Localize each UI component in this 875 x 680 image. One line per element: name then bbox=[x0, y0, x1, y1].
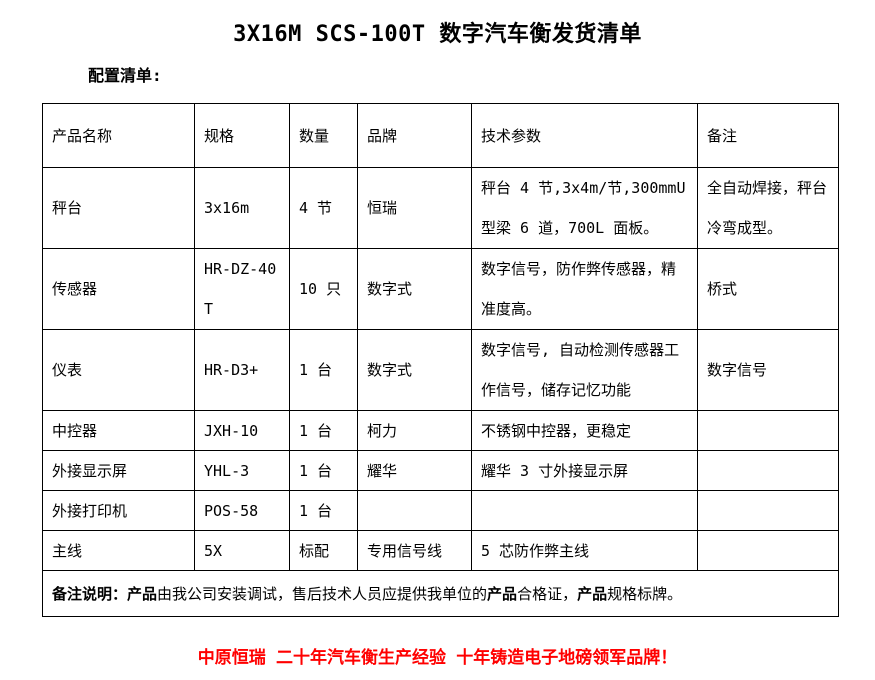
shipping-list-table: 产品名称 规格 数量 品牌 技术参数 备注 秤台 3x16m 4 节 恒瑞 秤台… bbox=[42, 103, 839, 617]
cell-product-name: 外接显示屏 bbox=[42, 450, 195, 491]
cell-spec: HR-D3+ bbox=[194, 329, 290, 411]
cell-tech-params: 5 芯防作弊主线 bbox=[471, 530, 698, 571]
cell-product-name: 秤台 bbox=[42, 167, 195, 249]
header-quantity: 数量 bbox=[289, 103, 358, 168]
cell-quantity: 10 只 bbox=[289, 248, 358, 330]
cell-tech-params: 耀华 3 寸外接显示屏 bbox=[471, 450, 698, 491]
table-row-main-cable: 主线 5X 标配 专用信号线 5 芯防作弊主线 bbox=[42, 530, 839, 571]
cell-brand bbox=[357, 490, 472, 531]
cell-tech-params bbox=[471, 490, 698, 531]
table-header-row: 产品名称 规格 数量 品牌 技术参数 备注 bbox=[42, 103, 839, 168]
cell-spec: HR-DZ-40T bbox=[194, 248, 290, 330]
cell-brand: 恒瑞 bbox=[357, 167, 472, 249]
cell-spec: 3x16m bbox=[194, 167, 290, 249]
table-row-external-display: 外接显示屏 YHL-3 1 台 耀华 耀华 3 寸外接显示屏 bbox=[42, 450, 839, 491]
cell-quantity: 4 节 bbox=[289, 167, 358, 249]
cell-remark: 全自动焊接，秤台冷弯成型。 bbox=[697, 167, 839, 249]
cell-tech-params: 秤台 4 节,3x4m/节,300mmU 型梁 6 道，700L 面板。 bbox=[471, 167, 698, 249]
note-text-segment: 由我公司安装调试，售后技术人员应提供我单位的 bbox=[157, 585, 488, 603]
cell-product-name: 中控器 bbox=[42, 410, 195, 451]
cell-tech-params: 不锈钢中控器，更稳定 bbox=[471, 410, 698, 451]
cell-quantity: 标配 bbox=[289, 530, 358, 571]
note-cell: 备注说明：产品由我公司安装调试，售后技术人员应提供我单位的产品合格证，产品规格标… bbox=[42, 570, 839, 617]
note-bold-segment: 产品 bbox=[127, 585, 158, 603]
cell-spec: YHL-3 bbox=[194, 450, 290, 491]
note-bold-segment: 产品 bbox=[577, 585, 608, 603]
cell-quantity: 1 台 bbox=[289, 329, 358, 411]
cell-quantity: 1 台 bbox=[289, 490, 358, 531]
cell-quantity: 1 台 bbox=[289, 450, 358, 491]
cell-quantity: 1 台 bbox=[289, 410, 358, 451]
table-row-external-printer: 外接打印机 POS-58 1 台 bbox=[42, 490, 839, 531]
cell-product-name: 传感器 bbox=[42, 248, 195, 330]
header-spec: 规格 bbox=[194, 103, 290, 168]
note-text-segment: 合格证， bbox=[517, 585, 578, 603]
cell-brand: 柯力 bbox=[357, 410, 472, 451]
cell-remark bbox=[697, 410, 839, 451]
cell-brand: 数字式 bbox=[357, 248, 472, 330]
cell-tech-params: 数字信号, 自动检测传感器工作信号，储存记忆功能 bbox=[471, 329, 698, 411]
cell-remark bbox=[697, 530, 839, 571]
table-note-row: 备注说明：产品由我公司安装调试，售后技术人员应提供我单位的产品合格证，产品规格标… bbox=[42, 570, 839, 617]
cell-spec: JXH-10 bbox=[194, 410, 290, 451]
brand-slogan: 中原恒瑞 二十年汽车衡生产经验 十年铸造电子地磅领军品牌！ bbox=[197, 648, 678, 668]
note-text-segment: 规格标牌。 bbox=[607, 585, 683, 603]
header-brand: 品牌 bbox=[357, 103, 472, 168]
cell-product-name: 仪表 bbox=[42, 329, 195, 411]
cell-remark bbox=[697, 450, 839, 491]
cell-remark: 桥式 bbox=[697, 248, 839, 330]
cell-spec: POS-58 bbox=[194, 490, 290, 531]
cell-brand: 专用信号线 bbox=[357, 530, 472, 571]
cell-product-name: 外接打印机 bbox=[42, 490, 195, 531]
cell-spec: 5X bbox=[194, 530, 290, 571]
note-label: 备注说明： bbox=[52, 585, 128, 603]
cell-brand: 耀华 bbox=[357, 450, 472, 491]
cell-remark bbox=[697, 490, 839, 531]
table-row-weighbridge: 秤台 3x16m 4 节 恒瑞 秤台 4 节,3x4m/节,300mmU 型梁 … bbox=[42, 167, 839, 249]
table-row-control-box: 中控器 JXH-10 1 台 柯力 不锈钢中控器，更稳定 bbox=[42, 410, 839, 451]
header-product-name: 产品名称 bbox=[42, 103, 195, 168]
page-title: 3X16M SCS-100T 数字汽车衡发货清单 bbox=[233, 22, 642, 47]
cell-remark: 数字信号 bbox=[697, 329, 839, 411]
header-remark: 备注 bbox=[697, 103, 839, 168]
section-label-config-list: 配置清单: bbox=[88, 66, 162, 85]
table-row-sensor: 传感器 HR-DZ-40T 10 只 数字式 数字信号，防作弊传感器，精准度高。… bbox=[42, 248, 839, 330]
cell-product-name: 主线 bbox=[42, 530, 195, 571]
note-bold-segment: 产品 bbox=[487, 585, 518, 603]
cell-tech-params: 数字信号，防作弊传感器，精准度高。 bbox=[471, 248, 698, 330]
header-tech-params: 技术参数 bbox=[471, 103, 698, 168]
cell-brand: 数字式 bbox=[357, 329, 472, 411]
table-row-indicator: 仪表 HR-D3+ 1 台 数字式 数字信号, 自动检测传感器工作信号，储存记忆… bbox=[42, 329, 839, 411]
